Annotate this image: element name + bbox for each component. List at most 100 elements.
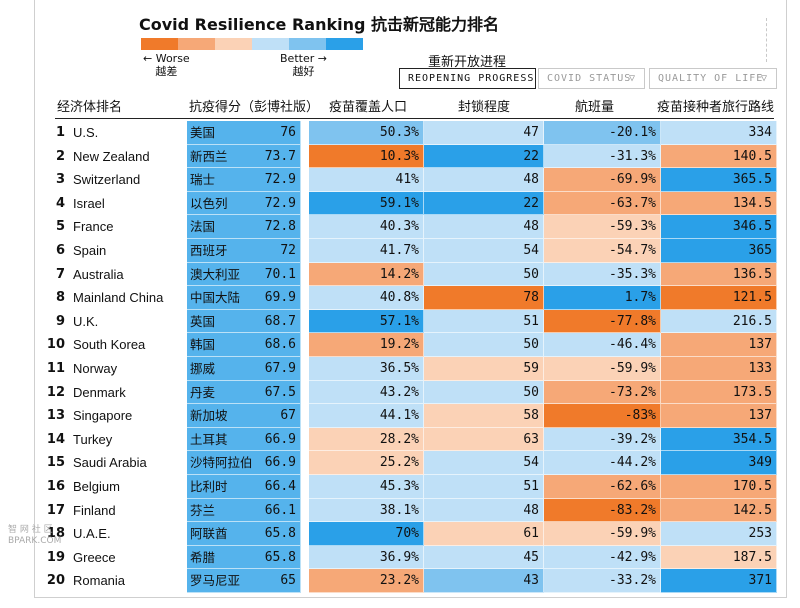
cell-vax: 36.9%: [309, 545, 424, 570]
header-vaccine: 疫苗覆盖人口: [329, 100, 408, 115]
legend-better-cn: 越好: [292, 65, 315, 78]
economy-name: U.S.: [73, 125, 99, 140]
rank-number: 12: [46, 384, 65, 400]
economy-name: Australia: [73, 266, 124, 282]
cell-value: 59.1%: [379, 195, 419, 211]
cell-value: 133: [748, 361, 772, 376]
cell-value: 187.5: [732, 549, 772, 565]
tab-quality-of-life[interactable]: QUALITY OF LIFE ▽: [649, 68, 777, 89]
reopening-caption: 重新开放进程: [428, 55, 507, 70]
table-row: 9 U.K. 英国 68.7 57.1% 51 -77.8% 216.5: [35, 309, 788, 334]
cell-value: -54.7%: [609, 243, 656, 258]
table-row: 2 New Zealand 新西兰 73.7 10.3% 22 -31.3% 140.5: [35, 144, 788, 169]
cell-lock: 51: [424, 475, 544, 499]
cell-vax: 25.2%: [309, 451, 424, 475]
economy-name: Denmark: [73, 384, 126, 400]
cell-value: 36.9%: [379, 549, 419, 565]
economy-name: Singapore: [73, 408, 133, 424]
cell-value: 1.7%: [624, 290, 656, 306]
cell-value: 48: [523, 502, 539, 518]
economy-name-cn: 中国大陆: [190, 290, 241, 306]
cell-value: 371: [748, 573, 772, 589]
cell-lock: 22: [424, 144, 544, 169]
cell-flights: -73.2%: [544, 380, 661, 405]
cell-value: 41%: [395, 172, 419, 188]
cell-value: 354.5: [732, 431, 772, 447]
cell-value: 72.9: [264, 172, 296, 188]
table-row: 7 Australia 澳大利亚 70.1 14.2% 50 -35.3% 136.5: [35, 262, 788, 287]
cell-score: 阿联酋 65.8: [187, 522, 301, 546]
economy-name-cn: 以色列: [190, 195, 228, 211]
legend-better-en: Better →: [280, 52, 327, 65]
ranking-panel: Covid Resilience Ranking 抗击新冠能力排名 ← Wors…: [34, 0, 787, 598]
legend-swatch: [326, 38, 363, 50]
cell-score: 新西兰 73.7: [187, 144, 301, 169]
economy-name-cn: 韩国: [190, 337, 216, 353]
cell-value: 59: [523, 361, 539, 376]
table-row: 4 Israel 以色列 72.9 59.1% 22 -63.7% 134.5: [35, 191, 788, 216]
cell-value: 170.5: [732, 479, 772, 494]
cell-value: 40.8%: [379, 290, 419, 306]
rank-number: 2: [55, 148, 65, 164]
cell-value: 66.9: [264, 455, 296, 471]
cell-value: -69.9%: [609, 172, 656, 188]
cell-score: 瑞士 72.9: [187, 168, 301, 192]
cell-value: 134.5: [732, 195, 772, 211]
cell-value: 66.4: [264, 479, 296, 494]
economy-name: Israel: [73, 195, 105, 211]
cell-value: 50: [523, 337, 539, 353]
cell-flights: -31.3%: [544, 144, 661, 169]
economy-name-cn: 沙特阿拉伯: [190, 455, 253, 471]
cell-routes: 137: [661, 404, 777, 428]
cell-routes: 365: [661, 239, 777, 263]
cell-value: 365.5: [732, 172, 772, 188]
cell-value: 54: [523, 455, 539, 471]
cell-vax: 57.1%: [309, 309, 424, 334]
cell-value: 76: [280, 125, 296, 140]
tab-reopening-progress[interactable]: REOPENING PROGRESS: [399, 68, 536, 89]
cell-lock: 50: [424, 333, 544, 357]
cell-value: 28.2%: [379, 431, 419, 447]
table-row: 17 Finland 芬兰 66.1 38.1% 48 -83.2% 142.5: [35, 498, 788, 523]
cell-value: 142.5: [732, 502, 772, 518]
economy-name-cn: 美国: [190, 125, 216, 140]
cell-routes: 140.5: [661, 144, 777, 169]
economy-name: New Zealand: [73, 148, 150, 164]
legend-swatch: [289, 38, 326, 50]
cell-vax: 70%: [309, 522, 424, 546]
cell-lock: 48: [424, 215, 544, 239]
cell-vax: 41.7%: [309, 239, 424, 263]
rank-number: 14: [46, 431, 65, 447]
cell-vax: 36.5%: [309, 357, 424, 381]
cell-value: 334: [748, 125, 772, 140]
tab-covid-status[interactable]: COVID STATUS ▽: [538, 68, 645, 89]
table-row: 6 Spain 西班牙 72 41.7% 54 -54.7% 365: [35, 239, 788, 263]
cell-value: 25.2%: [379, 455, 419, 471]
cell-value: 51: [523, 479, 539, 494]
color-legend: [141, 38, 363, 50]
cell-lock: 54: [424, 451, 544, 475]
rank-number: 19: [46, 549, 65, 565]
economy-name: Spain: [73, 243, 107, 258]
watermark-text: 智 网 社 区 BPARK.COM: [8, 525, 62, 546]
cell-value: 346.5: [732, 219, 772, 235]
cell-value: 65: [280, 573, 296, 589]
cell-value: -33.2%: [609, 573, 656, 589]
rank-number: 8: [55, 290, 65, 306]
table-row: 3 Switzerland 瑞士 72.9 41% 48 -69.9% 365.5: [35, 168, 788, 192]
economy-name: Greece: [73, 549, 116, 565]
cell-value: 47: [523, 125, 539, 140]
rank-number: 17: [46, 502, 65, 518]
cell-value: 73.7: [264, 148, 296, 164]
legend-swatch: [252, 38, 289, 50]
cell-value: 63: [523, 431, 539, 447]
economy-name: U.K.: [73, 313, 99, 329]
economy-name: Turkey: [73, 431, 113, 447]
cell-value: 50: [523, 266, 539, 282]
economy-name-cn: 英国: [190, 313, 216, 329]
cell-value: 66.9: [264, 431, 296, 447]
cell-value: 58: [523, 408, 539, 424]
cell-routes: 133: [661, 357, 777, 381]
cell-routes: 216.5: [661, 309, 777, 334]
cell-value: -35.3%: [609, 266, 656, 282]
